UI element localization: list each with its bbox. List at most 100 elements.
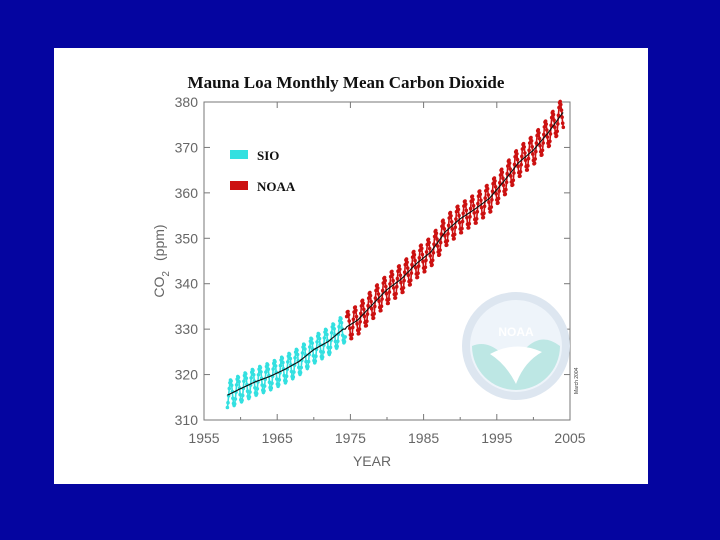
noaa-point <box>472 211 477 215</box>
noaa-point <box>410 255 415 259</box>
sio-point <box>227 386 232 391</box>
noaa-point <box>369 306 374 311</box>
noaa-point <box>439 232 444 236</box>
noaa-point <box>354 308 358 313</box>
noaa-point <box>501 183 506 187</box>
sio-series <box>225 316 348 410</box>
sio-point <box>293 356 297 360</box>
noaa-point <box>506 164 510 168</box>
noaa-point <box>511 178 516 183</box>
noaa-point <box>521 141 526 146</box>
noaa-point <box>523 158 528 162</box>
noaa-point <box>488 209 493 214</box>
noaa-point <box>485 186 490 191</box>
noaa-point <box>523 151 527 155</box>
noaa-point <box>547 144 552 148</box>
noaa-point <box>426 237 431 242</box>
noaa-point <box>534 141 539 145</box>
noaa-point <box>441 218 445 223</box>
noaa-point <box>559 102 563 107</box>
noaa-point <box>435 244 440 248</box>
noaa-point <box>452 232 457 237</box>
noaa-point <box>448 210 453 215</box>
sio-point <box>254 391 259 396</box>
noaa-point <box>410 262 414 267</box>
noaa-point <box>365 312 370 316</box>
noaa-point <box>456 204 460 209</box>
noaa-point <box>514 149 519 153</box>
noaa-point <box>393 296 398 300</box>
sio-point <box>295 348 299 353</box>
noaa-point <box>399 280 403 285</box>
noaa-point <box>509 174 513 178</box>
noaa-point <box>468 206 473 211</box>
sio-point <box>336 339 340 344</box>
noaa-point <box>516 164 520 169</box>
x-tick-label: 1995 <box>481 430 512 446</box>
noaa-point <box>438 240 443 245</box>
sio-point <box>313 359 318 363</box>
sio-point <box>247 395 252 399</box>
noaa-point <box>482 204 487 209</box>
noaa-point <box>405 266 410 270</box>
noaa-point <box>500 170 505 175</box>
noaa-point <box>477 189 482 193</box>
sio-point <box>314 354 318 359</box>
sio-point <box>337 324 341 329</box>
noaa-point <box>362 307 366 312</box>
noaa-point <box>543 119 548 123</box>
sio-point <box>273 359 277 364</box>
noaa-point <box>518 170 523 174</box>
sio-point <box>306 364 310 369</box>
sio-point <box>342 339 347 344</box>
sio-point <box>339 316 343 321</box>
noaa-point <box>515 157 520 162</box>
sio-point <box>262 384 267 388</box>
noaa-point <box>537 136 542 141</box>
noaa-point <box>364 323 369 328</box>
sio-point <box>232 402 237 406</box>
noaa-point <box>384 291 389 296</box>
x-tick-label: 1955 <box>188 430 219 446</box>
sio-point <box>329 331 334 335</box>
noaa-point <box>446 231 450 236</box>
noaa-point <box>380 288 385 293</box>
noaa-point <box>498 180 502 185</box>
noaa-point <box>371 316 376 320</box>
noaa-point <box>434 231 439 236</box>
noaa-point <box>512 162 517 167</box>
sio-point <box>317 332 321 337</box>
sio-point <box>331 323 336 327</box>
noaa-point <box>474 217 479 221</box>
noaa-point <box>549 123 553 128</box>
sio-point <box>295 352 300 357</box>
sio-point <box>322 336 327 340</box>
noaa-point <box>552 125 557 129</box>
noaa-point <box>397 264 402 268</box>
noaa-point <box>548 139 552 144</box>
noaa-point <box>551 112 556 117</box>
noaa-point <box>427 240 431 245</box>
noaa-point <box>437 252 442 257</box>
noaa-point <box>398 273 403 278</box>
sio-point <box>288 356 293 361</box>
noaa-point <box>355 322 359 326</box>
noaa-point <box>471 197 475 202</box>
sio-point <box>280 356 285 361</box>
sio-point <box>271 367 275 371</box>
noaa-point <box>475 209 480 214</box>
sio-point <box>299 365 303 370</box>
sio-point <box>300 351 305 355</box>
noaa-point <box>362 314 367 319</box>
seagull-icon <box>490 346 542 384</box>
noaa-point <box>485 183 489 188</box>
noaa-point <box>479 205 484 210</box>
noaa-point <box>427 246 432 251</box>
noaa-point <box>438 248 442 252</box>
sio-point <box>240 393 245 398</box>
noaa-point <box>423 265 428 270</box>
noaa-point <box>501 176 505 180</box>
y-tick-label: 330 <box>175 321 199 337</box>
noaa-point <box>416 271 420 275</box>
noaa-point <box>467 221 472 226</box>
